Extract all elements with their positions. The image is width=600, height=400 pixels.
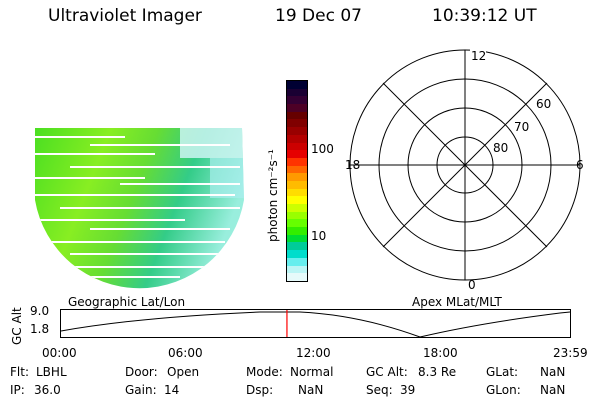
colorbar-band <box>287 173 307 181</box>
timeline-ytick-top: 9.0 <box>30 304 50 318</box>
colorbar-band <box>287 88 307 97</box>
timeline-xtick-4: 23:59 <box>553 346 588 360</box>
colorbar <box>286 80 308 282</box>
image-projection-label: Geographic Lat/Lon <box>68 295 186 309</box>
glat-label: GLat: <box>486 365 519 379</box>
mlt-label-12: 12 <box>471 49 486 63</box>
colorbar-unit-label: photon cm⁻²s⁻¹ <box>266 149 280 242</box>
colorbar-band <box>287 81 307 89</box>
gcalt-label: GC Alt: <box>366 365 408 379</box>
colorbar-band <box>287 257 307 266</box>
colorbar-band <box>287 250 307 258</box>
ip-label: IP: <box>10 383 25 397</box>
colorbar-band <box>287 211 307 220</box>
colorbar-band <box>287 165 307 174</box>
polar-coord-label: Apex MLat/MLT <box>412 295 502 309</box>
seq-label: Seq: <box>366 383 393 397</box>
timeline-xtick-2: 12:00 <box>296 346 331 360</box>
colorbar-band <box>287 265 307 274</box>
mode-label: Mode: <box>246 365 283 379</box>
timeline-xtick-0: 00:00 <box>42 346 77 360</box>
timeline-xtick-3: 18:00 <box>423 346 458 360</box>
glon-label: GLon: <box>486 383 521 397</box>
colorbar-band <box>287 273 307 281</box>
colorbar-tick-100: 100 <box>311 142 334 156</box>
flt-value: LBHL <box>36 365 67 379</box>
door-value: Open <box>167 365 200 379</box>
glon-value: NaN <box>540 383 566 397</box>
colorbar-band <box>287 142 307 151</box>
lat-label-70: 70 <box>514 120 529 134</box>
colorbar-band <box>287 96 307 105</box>
header-time: 10:39:12 UT <box>432 6 537 26</box>
colorbar-band <box>287 242 307 251</box>
dsp-label: Dsp: <box>246 383 274 397</box>
colorbar-band <box>287 104 307 112</box>
dsp-value: NaN <box>298 383 324 397</box>
timeline-ylabel: GC Alt <box>10 307 24 345</box>
mlt-label-18: 18 <box>345 158 360 172</box>
uv-image <box>35 128 244 289</box>
mlt-label-0: 0 <box>468 278 476 292</box>
ip-value: 36.0 <box>34 383 61 397</box>
colorbar-band <box>287 188 307 197</box>
colorbar-band <box>287 196 307 204</box>
gain-value: 14 <box>164 383 180 397</box>
flt-label: Flt: <box>10 365 29 379</box>
colorbar-band <box>287 111 307 120</box>
lat-label-60: 60 <box>536 97 551 111</box>
timeline-xtick-1: 06:00 <box>168 346 203 360</box>
colorbar-band <box>287 150 307 158</box>
timeline-ytick-bottom: 1.8 <box>30 322 50 336</box>
gain-label: Gain: <box>125 383 157 397</box>
colorbar-band <box>287 234 307 243</box>
header-date: 19 Dec 07 <box>275 6 362 26</box>
colorbar-band <box>287 119 307 128</box>
timeline-plot <box>60 309 571 338</box>
instrument-title: Ultraviolet Imager <box>48 6 202 26</box>
seq-value: 39 <box>400 383 416 397</box>
mlt-label-6: 6 <box>576 158 584 172</box>
door-label: Door: <box>125 365 158 379</box>
glat-value: NaN <box>540 365 566 379</box>
colorbar-band <box>287 127 307 135</box>
colorbar-band <box>287 157 307 166</box>
colorbar-tick-10: 10 <box>311 229 327 243</box>
colorbar-band <box>287 180 307 189</box>
polar-plot: 12 18 6 0 60 70 80 <box>345 47 584 292</box>
colorbar-band <box>287 134 307 143</box>
colorbar-band <box>287 204 307 212</box>
mode-value: Normal <box>290 365 334 379</box>
colorbar-band <box>287 227 307 235</box>
gcalt-value: 8.3 Re <box>418 365 457 379</box>
colorbar-band <box>287 219 307 228</box>
lat-label-80: 80 <box>493 141 508 155</box>
